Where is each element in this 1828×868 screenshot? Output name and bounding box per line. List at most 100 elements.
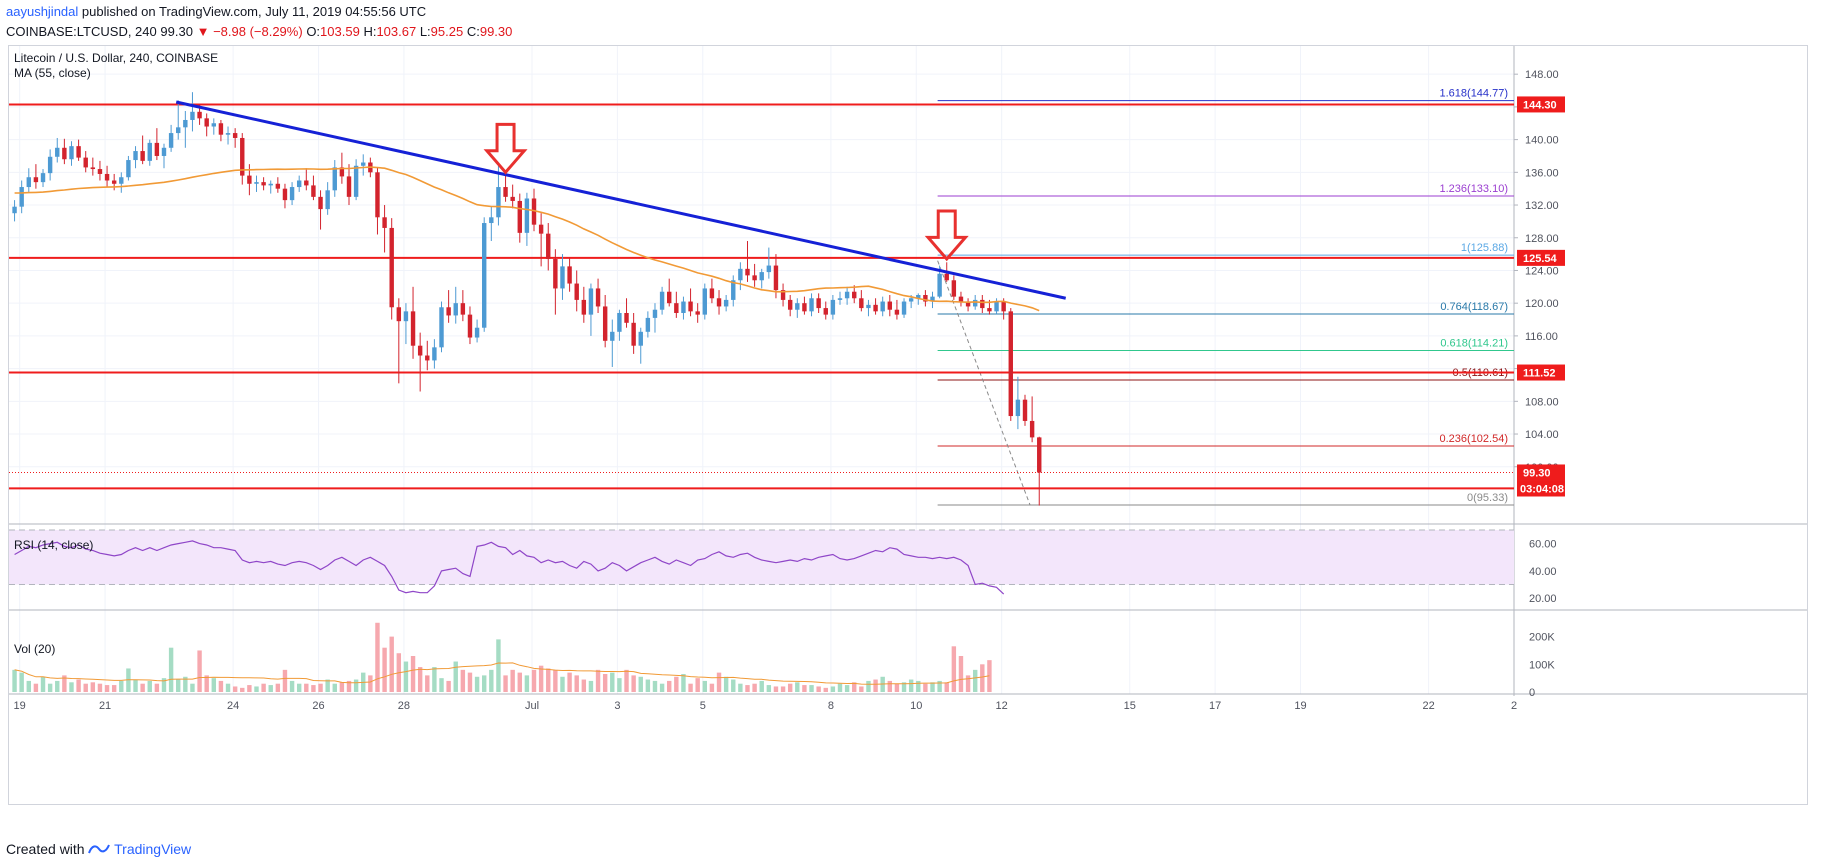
candle-body: [652, 309, 658, 318]
candle-body: [702, 288, 708, 315]
candle-body: [19, 187, 24, 207]
candle-body: [802, 303, 807, 312]
candles: [12, 92, 1042, 506]
candle-body: [211, 123, 217, 127]
volume-bar: [190, 683, 195, 692]
candle-body: [382, 217, 387, 228]
volume-bar: [474, 676, 480, 692]
candle-body: [489, 217, 494, 224]
candle-body: [111, 180, 117, 184]
tradingview-link[interactable]: TradingView: [114, 841, 192, 857]
volume-bar: [752, 683, 757, 692]
volume-bar: [133, 679, 138, 692]
volume-bar: [40, 676, 46, 692]
candle-body: [852, 291, 857, 299]
price-tick-label: 132.00: [1525, 200, 1559, 212]
candle-body: [161, 147, 167, 156]
candle-body: [225, 133, 231, 135]
volume-bar: [240, 687, 245, 692]
chart-title: Litecoin / U.S. Dollar, 240, COINBASE: [14, 51, 218, 65]
candle-body: [147, 142, 152, 161]
candle-body: [446, 307, 451, 316]
volume-bar: [161, 678, 167, 692]
price-change: −8.98 (−8.29%): [213, 24, 303, 39]
price-tag-label: 99.30: [1523, 467, 1551, 479]
volume-bar: [510, 669, 515, 692]
candle-body: [176, 127, 181, 134]
candle-body: [787, 299, 793, 310]
candle-body: [994, 301, 999, 312]
volume-bar: [930, 682, 935, 692]
chart-frame[interactable]: 60.00 40.00 20.00 200K 100K 0 1.618(144.77) 1…: [8, 45, 1808, 805]
down-arrow-icon: [924, 209, 969, 262]
candle-body: [197, 111, 202, 119]
candle-body: [524, 198, 530, 233]
candle-body: [425, 355, 430, 361]
volume-bar: [809, 685, 814, 692]
volume-bar: [908, 679, 914, 692]
volume-bar: [659, 683, 665, 692]
volume-bar: [282, 669, 288, 692]
volume-bar: [965, 675, 971, 692]
volume-bar: [602, 674, 608, 692]
price-tick-label: 140.00: [1525, 135, 1559, 147]
volume-bar: [667, 680, 672, 692]
author-link[interactable]: aayushjindal: [6, 4, 79, 19]
price-tick-label: 148.00: [1525, 69, 1559, 81]
candle-body: [795, 303, 800, 310]
volume-bar: [261, 683, 266, 692]
volume-bar: [183, 676, 188, 692]
volume-bar: [211, 678, 217, 692]
volume-bar: [176, 679, 181, 692]
price-tag-label: 111.52: [1523, 368, 1555, 380]
volume-bar: [489, 669, 494, 692]
candle-body: [474, 327, 480, 338]
volume-bar: [567, 672, 572, 692]
fib-level-label: 0(95.33): [1467, 492, 1508, 504]
price-tick-label: 104.00: [1525, 429, 1559, 441]
open-value: 103.59: [320, 24, 360, 39]
candle-body: [282, 188, 288, 201]
volume-tick-label: 0: [1529, 687, 1535, 699]
candle-body: [1015, 399, 1021, 417]
ma-line: [14, 166, 1040, 312]
candle-body: [296, 180, 302, 188]
volume-bar: [453, 661, 458, 692]
candle-body: [69, 146, 74, 160]
volume-bar: [197, 650, 202, 692]
volume-bar: [859, 686, 864, 692]
price-tag-label: 144.30: [1523, 99, 1557, 111]
time-tick-label: 17: [1209, 700, 1221, 712]
candle-body: [104, 173, 110, 181]
volume-bar: [702, 680, 708, 692]
candle-body: [55, 147, 60, 157]
candle-body: [318, 196, 323, 210]
candle-body: [958, 296, 964, 302]
volume-bar: [439, 678, 444, 692]
volume-bar: [375, 622, 380, 692]
candle-body: [361, 162, 366, 166]
volume-bar: [524, 675, 530, 692]
candle-body: [403, 311, 409, 322]
candle-body: [567, 266, 572, 284]
candle-body: [873, 304, 878, 312]
volume-bar: [894, 683, 900, 692]
candle-body: [631, 322, 636, 346]
volume-bar: [581, 679, 587, 692]
time-tick-label: 21: [99, 700, 111, 712]
volume-bar: [97, 683, 103, 692]
candle-body: [133, 151, 138, 161]
volume-bar: [944, 682, 949, 692]
volume-bar: [638, 676, 643, 692]
price-tag: [1517, 464, 1565, 481]
candle-body: [830, 299, 836, 315]
volume-bar: [460, 669, 466, 692]
candle-body: [538, 224, 544, 234]
candle-body: [531, 198, 537, 225]
candle-body: [33, 177, 39, 183]
candle-body: [346, 176, 352, 197]
volume-ma-line: [14, 662, 990, 685]
volume-bar: [481, 675, 487, 692]
horizontal-levels: [9, 103, 1514, 490]
